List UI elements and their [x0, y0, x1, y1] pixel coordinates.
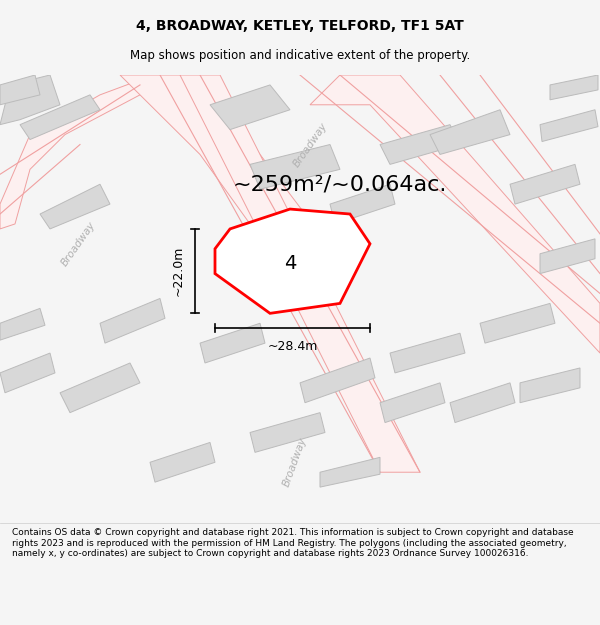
Text: 4: 4: [284, 254, 296, 273]
Polygon shape: [480, 303, 555, 343]
Text: 4, BROADWAY, KETLEY, TELFORD, TF1 5AT: 4, BROADWAY, KETLEY, TELFORD, TF1 5AT: [136, 19, 464, 32]
Polygon shape: [100, 298, 165, 343]
Polygon shape: [300, 358, 375, 402]
Polygon shape: [540, 239, 595, 274]
Polygon shape: [250, 412, 325, 452]
Polygon shape: [250, 144, 340, 189]
Polygon shape: [330, 184, 395, 224]
Text: Broadway: Broadway: [291, 121, 329, 169]
Polygon shape: [150, 442, 215, 482]
Polygon shape: [320, 458, 380, 487]
Polygon shape: [310, 75, 600, 353]
Polygon shape: [510, 164, 580, 204]
Polygon shape: [380, 383, 445, 423]
Polygon shape: [450, 383, 515, 423]
Text: ~259m²/~0.064ac.: ~259m²/~0.064ac.: [233, 174, 447, 194]
Polygon shape: [200, 323, 265, 363]
Polygon shape: [0, 308, 45, 340]
Polygon shape: [380, 124, 460, 164]
Polygon shape: [390, 333, 465, 373]
Polygon shape: [520, 368, 580, 402]
Text: Contains OS data © Crown copyright and database right 2021. This information is : Contains OS data © Crown copyright and d…: [12, 528, 574, 558]
Polygon shape: [180, 75, 420, 472]
Polygon shape: [0, 353, 55, 392]
Text: Broadway: Broadway: [281, 436, 308, 488]
Text: Map shows position and indicative extent of the property.: Map shows position and indicative extent…: [130, 49, 470, 62]
Text: ~28.4m: ~28.4m: [268, 340, 317, 353]
Text: Broadway: Broadway: [59, 220, 97, 268]
Polygon shape: [0, 80, 140, 229]
Polygon shape: [540, 110, 598, 141]
Polygon shape: [0, 75, 40, 105]
Polygon shape: [40, 184, 110, 229]
Polygon shape: [60, 363, 140, 413]
Polygon shape: [0, 75, 60, 124]
Text: ~22.0m: ~22.0m: [172, 246, 185, 296]
Polygon shape: [120, 75, 350, 274]
Polygon shape: [430, 110, 510, 154]
Polygon shape: [20, 95, 100, 139]
Polygon shape: [550, 75, 598, 100]
Polygon shape: [215, 209, 370, 313]
Polygon shape: [210, 85, 290, 129]
